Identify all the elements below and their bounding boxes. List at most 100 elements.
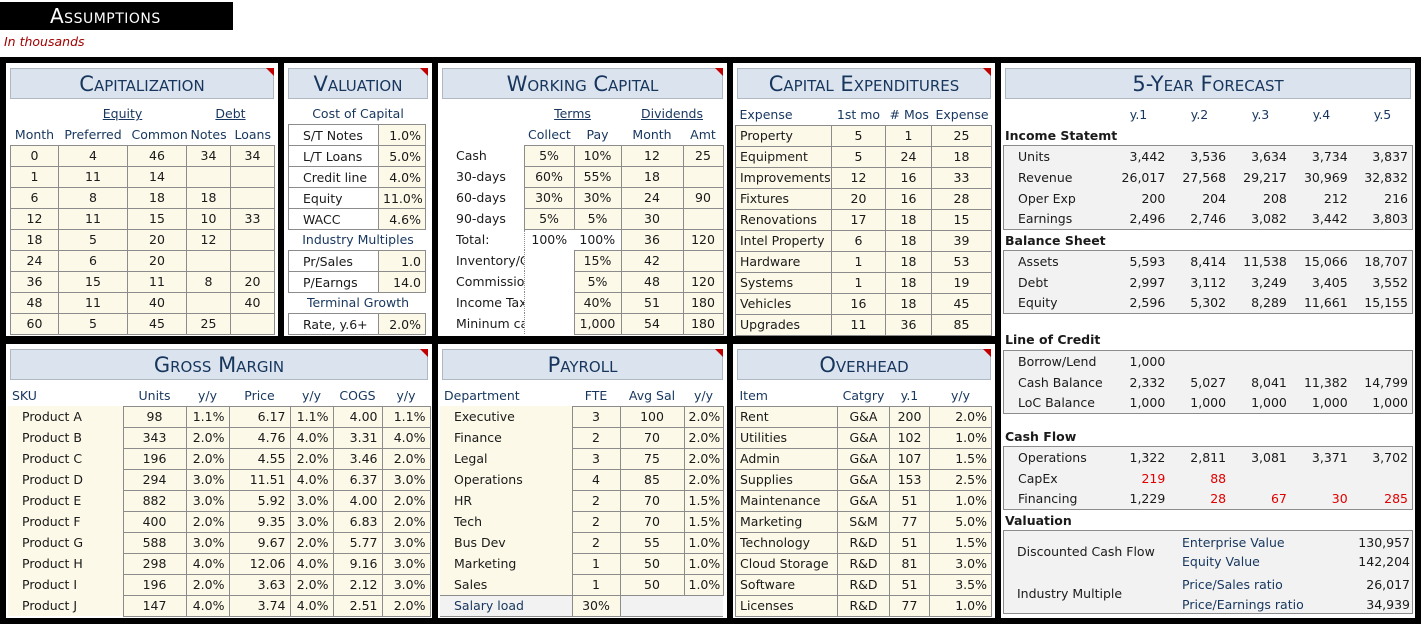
- table-cell[interactable]: 3.0%: [381, 552, 431, 575]
- table-cell[interactable]: 2: [571, 489, 621, 512]
- table-cell[interactable]: Inventory/COGS: [442, 250, 525, 271]
- terminal-growth-value[interactable]: 2.0%: [378, 313, 426, 335]
- table-cell[interactable]: G&A: [837, 447, 890, 470]
- table-cell[interactable]: 4.00: [332, 405, 383, 428]
- table-cell[interactable]: R&D: [837, 531, 890, 554]
- table-cell[interactable]: Commissions: [442, 271, 525, 292]
- table-cell[interactable]: 1: [571, 573, 621, 596]
- table-cell[interactable]: 400: [122, 510, 187, 533]
- table-cell[interactable]: 120: [682, 270, 724, 293]
- table-cell[interactable]: 85: [619, 468, 685, 491]
- table-cell[interactable]: 40: [127, 291, 187, 314]
- table-cell[interactable]: 11.51: [228, 468, 291, 491]
- table-cell[interactable]: [186, 249, 231, 272]
- table-cell[interactable]: 2.0%: [381, 594, 431, 617]
- table-cell[interactable]: 4.0%: [289, 426, 334, 449]
- table-cell[interactable]: 12: [831, 166, 886, 189]
- table-cell[interactable]: 51: [889, 573, 930, 596]
- table-cell[interactable]: 4: [58, 144, 128, 167]
- table-cell[interactable]: 34: [230, 144, 275, 167]
- table-cell[interactable]: Software: [735, 573, 838, 596]
- table-cell[interactable]: Systems: [735, 271, 832, 294]
- table-cell[interactable]: Operations: [440, 469, 573, 490]
- table-cell[interactable]: 1: [831, 250, 886, 273]
- table-cell[interactable]: 3.74: [228, 594, 291, 617]
- table-cell[interactable]: 3.5%: [929, 573, 992, 596]
- table-cell[interactable]: 1.0%: [929, 489, 992, 512]
- table-cell[interactable]: 196: [122, 573, 187, 596]
- table-cell[interactable]: 77: [889, 594, 930, 617]
- table-cell[interactable]: Licenses: [735, 594, 838, 617]
- table-cell[interactable]: 100: [619, 405, 685, 428]
- table-cell[interactable]: [230, 165, 275, 188]
- table-cell[interactable]: 1,000: [573, 312, 622, 335]
- table-cell[interactable]: 147: [122, 594, 187, 617]
- table-cell[interactable]: 75: [619, 447, 685, 470]
- table-cell[interactable]: Bus Dev: [440, 532, 573, 553]
- table-cell[interactable]: 4.0%: [185, 594, 230, 617]
- cost-of-capital-value[interactable]: 5.0%: [378, 145, 426, 167]
- table-cell[interactable]: 2.0%: [185, 573, 230, 596]
- table-cell[interactable]: 2.0%: [185, 447, 230, 470]
- table-cell[interactable]: 25: [931, 124, 992, 147]
- table-cell[interactable]: 20: [831, 187, 886, 210]
- table-cell[interactable]: 2.0%: [289, 447, 334, 470]
- table-cell[interactable]: 51: [889, 489, 930, 512]
- table-cell[interactable]: 5%: [573, 270, 622, 293]
- table-cell[interactable]: 36: [885, 313, 932, 336]
- table-cell[interactable]: 25: [186, 312, 231, 335]
- table-cell[interactable]: 100%: [579, 232, 616, 247]
- table-cell[interactable]: 16: [831, 292, 886, 315]
- table-cell[interactable]: 85: [931, 313, 992, 336]
- table-cell[interactable]: Supplies: [735, 468, 838, 491]
- table-cell[interactable]: 98: [122, 405, 187, 428]
- table-cell[interactable]: Upgrades: [735, 313, 832, 336]
- cost-of-capital-value[interactable]: 4.0%: [378, 166, 426, 188]
- table-cell[interactable]: [524, 313, 574, 334]
- table-cell[interactable]: Renovations: [735, 208, 832, 231]
- table-cell[interactable]: 70: [619, 489, 685, 512]
- table-cell[interactable]: Finance: [440, 427, 573, 448]
- table-cell[interactable]: 30: [620, 207, 684, 230]
- table-cell[interactable]: 1.0%: [683, 573, 724, 596]
- table-cell[interactable]: 24: [10, 249, 59, 272]
- table-cell[interactable]: 298: [122, 552, 187, 575]
- table-cell[interactable]: 9.16: [332, 552, 383, 575]
- table-cell[interactable]: 3.0%: [185, 489, 230, 512]
- table-cell[interactable]: [524, 292, 574, 313]
- table-cell[interactable]: 200: [889, 405, 930, 428]
- table-cell[interactable]: 11: [831, 313, 886, 336]
- table-cell[interactable]: 4.55: [228, 447, 291, 470]
- table-cell[interactable]: S&M: [837, 510, 890, 533]
- table-cell[interactable]: 45: [931, 292, 992, 315]
- table-cell[interactable]: 8: [58, 186, 128, 209]
- table-cell[interactable]: 2: [571, 510, 621, 533]
- table-cell[interactable]: 3.0%: [381, 468, 431, 491]
- table-cell[interactable]: 42: [620, 249, 684, 272]
- table-cell[interactable]: 2.5%: [929, 468, 992, 491]
- table-cell[interactable]: [524, 250, 574, 271]
- table-cell[interactable]: 4.0%: [289, 468, 334, 491]
- table-cell[interactable]: Income Taxes: [442, 292, 525, 313]
- table-cell[interactable]: 1.0%: [929, 594, 992, 617]
- table-cell[interactable]: 18: [931, 145, 992, 168]
- table-cell[interactable]: HR: [440, 490, 573, 511]
- table-cell[interactable]: 6: [831, 229, 886, 252]
- table-cell[interactable]: Product F: [8, 511, 124, 532]
- table-cell[interactable]: [682, 165, 724, 188]
- cost-of-capital-value[interactable]: 1.0%: [378, 124, 426, 146]
- table-cell[interactable]: Product B: [8, 427, 124, 448]
- table-cell[interactable]: 3.0%: [185, 531, 230, 554]
- table-cell[interactable]: 2.0%: [381, 447, 431, 470]
- table-cell[interactable]: 180: [682, 291, 724, 314]
- table-cell[interactable]: 70: [619, 426, 685, 449]
- table-cell[interactable]: [186, 165, 231, 188]
- table-cell[interactable]: 1: [10, 165, 59, 188]
- table-cell[interactable]: 60-days: [442, 187, 525, 208]
- table-cell[interactable]: 6.83: [332, 510, 383, 533]
- table-cell[interactable]: 18: [885, 229, 932, 252]
- table-cell[interactable]: 51: [889, 531, 930, 554]
- table-cell[interactable]: [682, 207, 724, 230]
- table-cell[interactable]: 2.0%: [381, 489, 431, 512]
- table-cell[interactable]: 4.76: [228, 426, 291, 449]
